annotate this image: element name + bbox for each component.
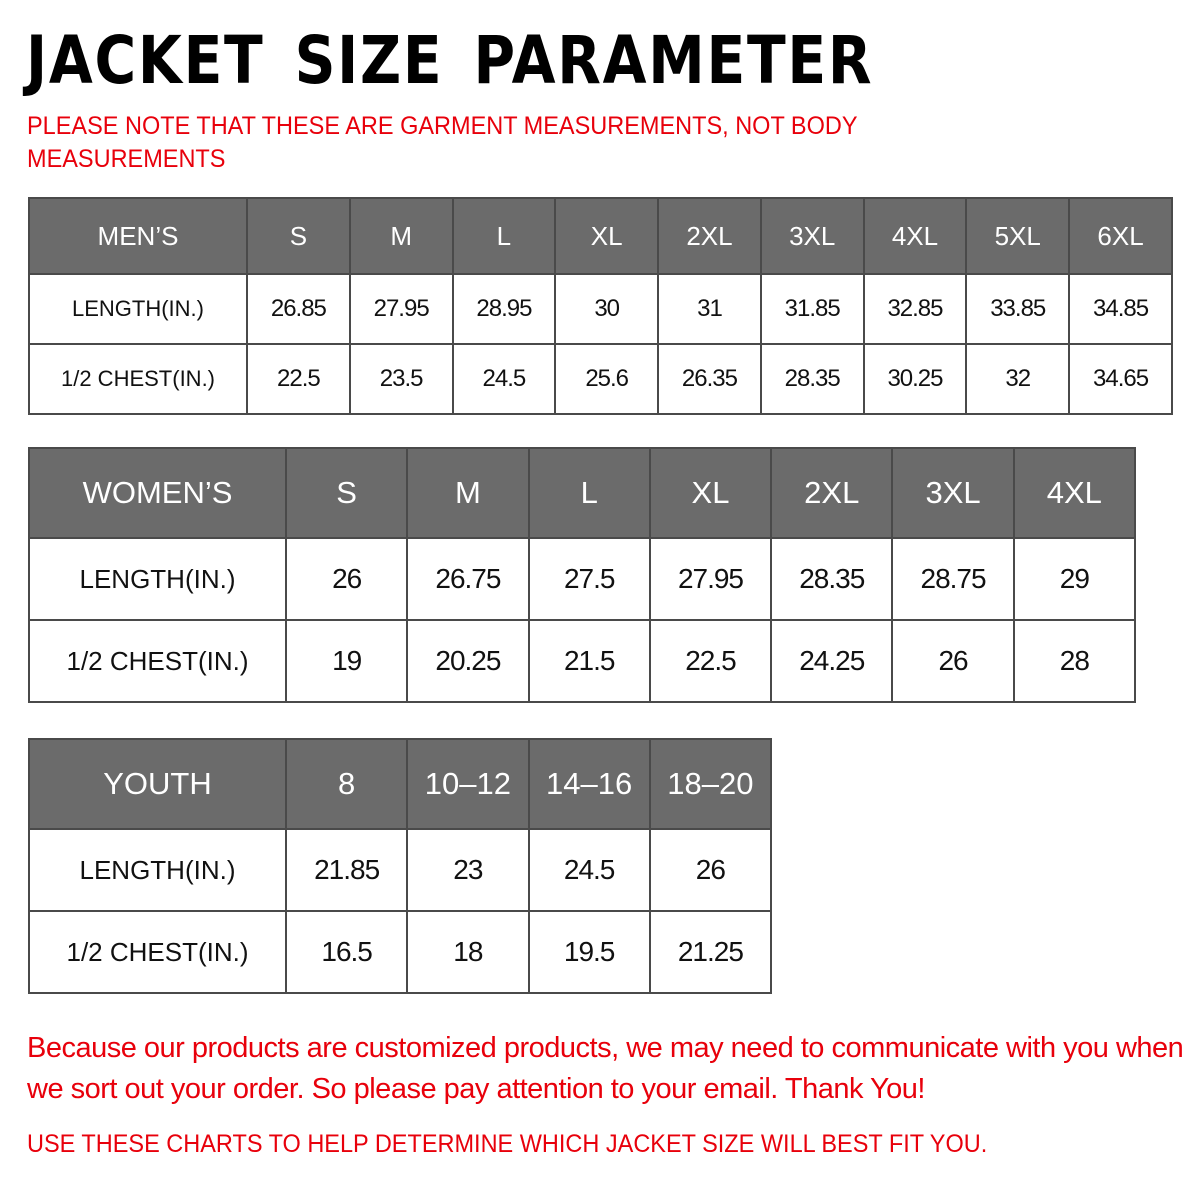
- row-label: LENGTH(IN.): [28, 828, 287, 912]
- measurement-cell: 28.95: [451, 273, 557, 345]
- size-header-cell: L: [527, 447, 651, 539]
- size-header-cell: M: [348, 197, 454, 275]
- measurement-cell: 27.95: [648, 537, 773, 621]
- measurement-cell: 26: [648, 828, 773, 912]
- measurement-cell: 26: [891, 619, 1015, 703]
- measurement-cell: 28: [1012, 619, 1137, 703]
- measurement-cell: 33.85: [965, 273, 1071, 345]
- measurement-cell: 27.95: [348, 273, 454, 345]
- measurement-cell: 26.85: [246, 273, 351, 345]
- row-label: 1/2 CHEST(IN.): [28, 343, 248, 415]
- measurement-cell: 22.5: [246, 343, 351, 415]
- measurement-cell: 25.6: [554, 343, 660, 415]
- table-category-label: WOMEN’S: [28, 447, 287, 539]
- header-row: YOUTH 8 10–12 14–16 18–20: [28, 738, 773, 830]
- measurement-cell: 34.65: [1068, 343, 1173, 415]
- size-header-cell: 2XL: [770, 447, 894, 539]
- table-row: 1/2 CHEST(IN.) 16.5 18 19.5 21.25: [28, 910, 773, 994]
- row-label: 1/2 CHEST(IN.): [28, 910, 287, 994]
- measurement-cell: 16.5: [284, 910, 409, 994]
- measurement-cell: 28.35: [770, 537, 894, 621]
- table-row: LENGTH(IN.) 26.85 27.95 28.95 30 31 31.85 32.85…: [28, 273, 1173, 345]
- table-category-label: MEN’S: [28, 197, 248, 275]
- measurement-cell: 24.25: [770, 619, 894, 703]
- size-header-cell: 3XL: [759, 197, 865, 275]
- table-row: LENGTH(IN.) 21.85 23 24.5 26: [28, 828, 773, 912]
- measurement-cell: 28.75: [891, 537, 1015, 621]
- measurement-cell: 19: [284, 619, 409, 703]
- measurement-cell: 26: [284, 537, 409, 621]
- customization-message: Because our products are customized prod…: [27, 1032, 1184, 1105]
- size-header-cell: 6XL: [1068, 197, 1173, 275]
- size-header-cell: 5XL: [965, 197, 1071, 275]
- size-header-cell: XL: [554, 197, 660, 275]
- size-header-cell: 10–12: [406, 738, 530, 830]
- size-header-cell: XL: [648, 447, 773, 539]
- measurement-cell: 27.5: [527, 537, 651, 621]
- measurement-cell: 26.35: [657, 343, 762, 415]
- size-header-cell: S: [246, 197, 351, 275]
- measurement-cell: 34.85: [1068, 273, 1173, 345]
- table-row: 1/2 CHEST(IN.) 19 20.25 21.5 22.5 24.25 26 28: [28, 619, 1137, 703]
- size-instruction: USE THESE CHARTS TO HELP DETERMINE WHICH…: [27, 1130, 988, 1158]
- measurement-cell: 24.5: [451, 343, 557, 415]
- size-header-cell: 18–20: [648, 738, 773, 830]
- size-header-cell: L: [451, 197, 557, 275]
- table-category-label: YOUTH: [28, 738, 287, 830]
- measurement-cell: 31: [657, 273, 762, 345]
- measurement-cell: 24.5: [527, 828, 651, 912]
- measurement-cell: 18: [406, 910, 530, 994]
- size-header-cell: S: [284, 447, 409, 539]
- size-header-cell: 4XL: [1012, 447, 1137, 539]
- measurement-cell: 19.5: [527, 910, 651, 994]
- row-label: 1/2 CHEST(IN.): [28, 619, 287, 703]
- measurement-cell: 21.85: [284, 828, 409, 912]
- row-label: LENGTH(IN.): [28, 273, 248, 345]
- size-header-cell: 14–16: [527, 738, 651, 830]
- men-size-table: MEN’S S M L XL 2XL 3XL 4XL 5XL 6XL LENGTH(IN.) 26.8…: [28, 197, 1173, 415]
- table-row: 1/2 CHEST(IN.) 22.5 23.5 24.5 25.6 26.35 28.35…: [28, 343, 1173, 415]
- size-header-cell: 8: [284, 738, 409, 830]
- women-size-table: WOMEN’S S M L XL 2XL 3XL 4XL LENGTH(IN.) 26 26.75 2…: [28, 447, 1137, 703]
- measurement-cell: 23.5: [348, 343, 454, 415]
- header-row: WOMEN’S S M L XL 2XL 3XL 4XL: [28, 447, 1137, 539]
- row-label: LENGTH(IN.): [28, 537, 287, 621]
- size-header-cell: M: [406, 447, 530, 539]
- measurement-cell: 20.25: [406, 619, 530, 703]
- size-header-cell: 3XL: [891, 447, 1015, 539]
- size-header-cell: 2XL: [657, 197, 762, 275]
- measurement-note: PLEASE NOTE THAT THESE ARE GARMENT MEASU…: [27, 112, 858, 173]
- measurement-cell: 23: [406, 828, 530, 912]
- table-row: LENGTH(IN.) 26 26.75 27.5 27.95 28.35 28.75 29: [28, 537, 1137, 621]
- header-row: MEN’S S M L XL 2XL 3XL 4XL 5XL 6XL: [28, 197, 1173, 275]
- size-header-cell: 4XL: [862, 197, 968, 275]
- measurement-cell: 22.5: [648, 619, 773, 703]
- measurement-cell: 29: [1012, 537, 1137, 621]
- measurement-cell: 31.85: [759, 273, 865, 345]
- measurement-cell: 30: [554, 273, 660, 345]
- youth-size-table: YOUTH 8 10–12 14–16 18–20 LENGTH(IN.) 21.85 23 2…: [28, 738, 773, 994]
- measurement-cell: 21.5: [527, 619, 651, 703]
- measurement-cell: 21.25: [648, 910, 773, 994]
- measurement-cell: 26.75: [406, 537, 530, 621]
- measurement-cell: 32.85: [862, 273, 968, 345]
- measurement-cell: 28.35: [759, 343, 865, 415]
- page-title: JACKET SIZE PARAMETER: [26, 22, 874, 99]
- measurement-cell: 30.25: [862, 343, 968, 415]
- measurement-cell: 32: [965, 343, 1071, 415]
